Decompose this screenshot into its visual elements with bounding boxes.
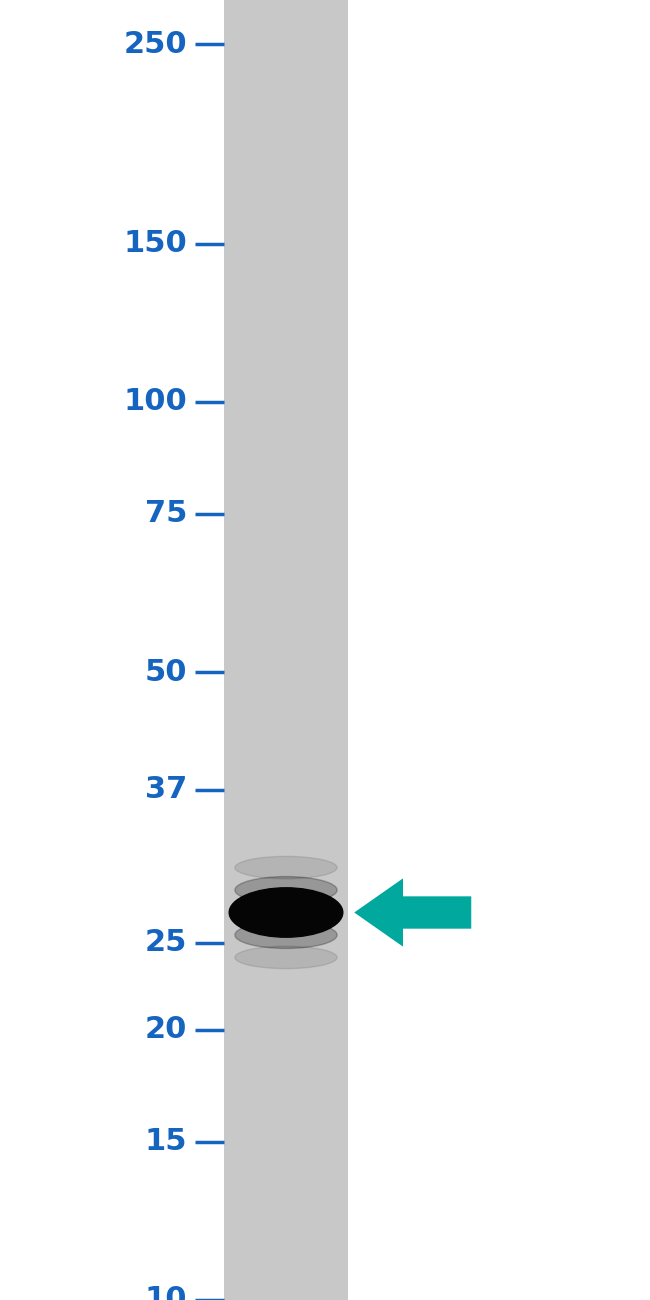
Text: 50: 50 (145, 658, 187, 686)
Bar (224, 0, 348, 1300)
Polygon shape (354, 879, 471, 946)
Text: 75: 75 (145, 499, 187, 528)
Ellipse shape (235, 876, 337, 903)
Text: 37: 37 (145, 775, 187, 805)
Text: 100: 100 (124, 387, 187, 416)
Text: 150: 150 (124, 229, 187, 257)
Ellipse shape (229, 888, 343, 937)
Text: 25: 25 (145, 928, 187, 957)
Text: 250: 250 (124, 30, 187, 58)
Text: 20: 20 (145, 1015, 187, 1044)
Ellipse shape (235, 946, 337, 968)
Ellipse shape (235, 857, 337, 879)
Ellipse shape (235, 922, 337, 949)
Text: 10: 10 (145, 1286, 187, 1300)
Text: 15: 15 (145, 1127, 187, 1156)
